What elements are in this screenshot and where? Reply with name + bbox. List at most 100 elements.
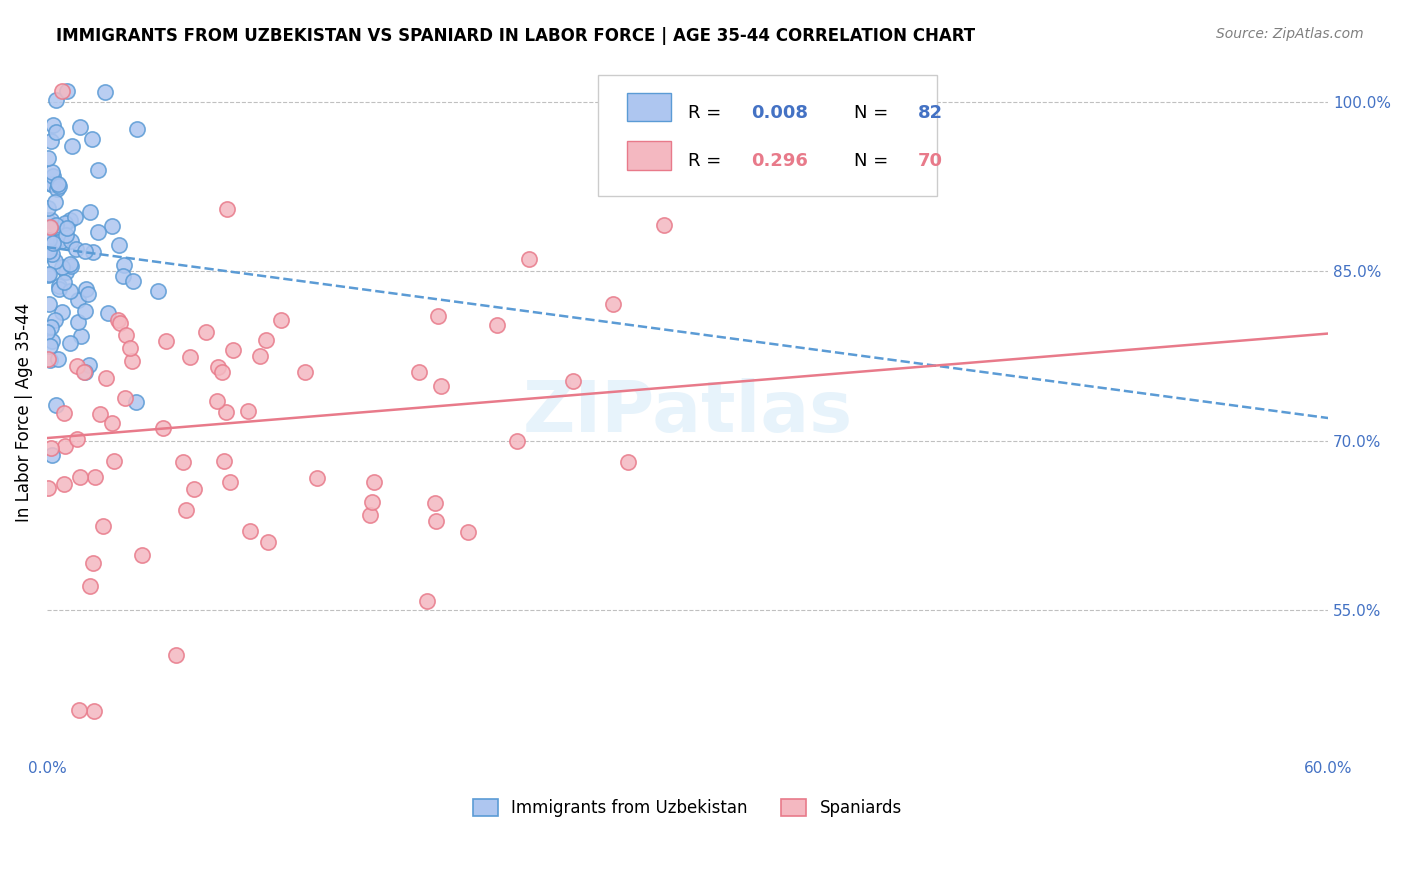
Point	[37, 352, 59, 367]
Point	[51, 260, 73, 275]
Point	[125, 395, 148, 409]
Point	[118, 341, 141, 355]
Point	[52, 476, 75, 491]
Point	[65, 242, 87, 256]
Point	[63, 210, 86, 224]
Point	[56, 84, 79, 98]
Point	[239, 524, 262, 538]
Point	[41, 165, 63, 179]
Point	[146, 284, 169, 298]
Point	[125, 122, 148, 136]
Point	[35, 325, 58, 339]
Point	[39, 178, 62, 192]
Point	[66, 433, 89, 447]
Point	[112, 258, 135, 272]
Point	[561, 375, 583, 389]
Point	[46, 182, 69, 196]
Point	[82, 245, 104, 260]
Point	[45, 235, 67, 249]
Point	[53, 275, 76, 289]
Text: N =: N =	[853, 104, 900, 122]
Point	[207, 360, 229, 375]
Point	[174, 503, 197, 517]
Point	[48, 279, 70, 293]
FancyBboxPatch shape	[627, 93, 671, 121]
Point	[75, 244, 97, 259]
Point	[44, 195, 66, 210]
Point	[183, 483, 205, 497]
Point	[38, 219, 60, 234]
Point	[55, 265, 77, 279]
Point	[121, 353, 143, 368]
Point	[79, 579, 101, 593]
Point	[361, 494, 384, 508]
Point	[56, 221, 79, 235]
Point	[41, 448, 63, 462]
Text: 0.008: 0.008	[707, 89, 763, 107]
Point	[45, 93, 67, 107]
Point	[486, 318, 509, 332]
Point	[37, 268, 59, 283]
Point	[89, 407, 111, 421]
Point	[307, 470, 329, 484]
Point	[215, 405, 238, 419]
Point	[46, 178, 69, 192]
Point	[51, 84, 73, 98]
Text: 0.296: 0.296	[707, 137, 763, 155]
Point	[249, 349, 271, 363]
Point	[55, 216, 77, 230]
Point	[69, 120, 91, 134]
FancyBboxPatch shape	[598, 76, 938, 195]
Point	[51, 305, 73, 319]
Point	[408, 365, 430, 379]
Point	[359, 508, 381, 523]
Point	[39, 213, 62, 227]
Point	[294, 365, 316, 379]
Point	[257, 535, 280, 549]
Point	[96, 371, 118, 385]
Text: 0.008: 0.008	[752, 104, 808, 122]
Point	[38, 297, 60, 311]
Point	[652, 218, 675, 232]
Point	[270, 312, 292, 326]
Point	[38, 220, 60, 235]
Point	[44, 254, 66, 268]
Point	[73, 304, 96, 318]
Point	[217, 202, 239, 217]
Point	[172, 455, 194, 469]
Text: 70: 70	[918, 153, 943, 170]
Text: ZIPatlas: ZIPatlas	[523, 378, 852, 447]
Point	[59, 234, 82, 248]
Point	[69, 329, 91, 343]
Point	[77, 287, 100, 301]
Point	[67, 315, 90, 329]
Point	[41, 177, 63, 191]
Point	[39, 338, 62, 352]
Point	[59, 336, 82, 351]
Point	[165, 648, 187, 662]
Point	[110, 316, 132, 330]
Point	[101, 417, 124, 431]
Point	[91, 519, 114, 533]
Point	[617, 455, 640, 469]
FancyBboxPatch shape	[627, 141, 671, 169]
Point	[45, 125, 67, 139]
Point	[44, 313, 66, 327]
Point	[211, 365, 233, 379]
Point	[41, 169, 63, 184]
Point	[107, 238, 129, 252]
Point	[517, 252, 540, 266]
Text: 82: 82	[918, 104, 943, 122]
Point	[101, 219, 124, 233]
Point	[212, 454, 235, 468]
Point	[59, 213, 82, 227]
Text: 0.296: 0.296	[752, 153, 808, 170]
Point	[155, 334, 177, 348]
Text: N =: N =	[810, 137, 849, 155]
Text: R =: R =	[637, 89, 675, 107]
Point	[59, 257, 82, 271]
Point	[93, 85, 115, 99]
Point	[60, 259, 83, 273]
Point	[39, 353, 62, 368]
Point	[41, 247, 63, 261]
